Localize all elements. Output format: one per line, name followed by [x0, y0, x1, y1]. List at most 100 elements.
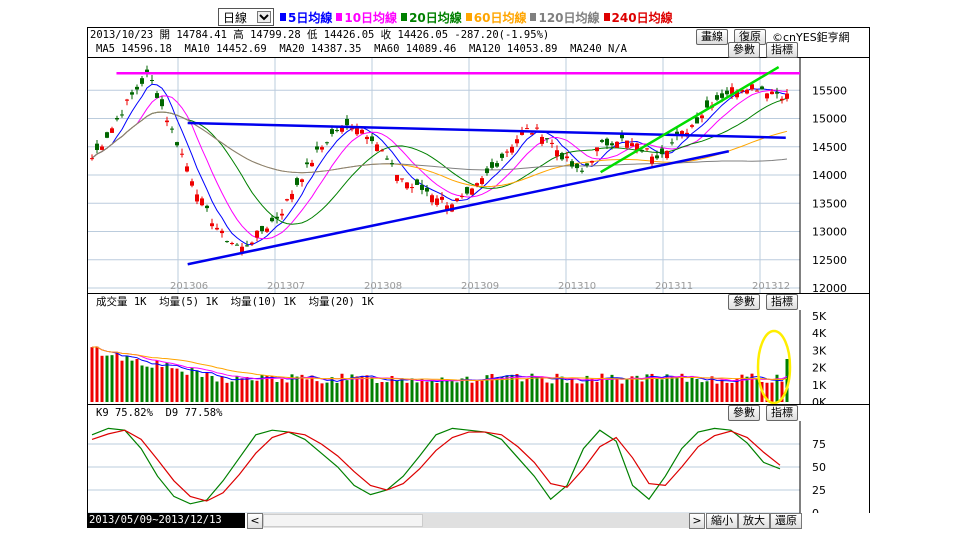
candle-body: [185, 166, 189, 172]
volume-bar: [310, 375, 314, 402]
candle-body: [155, 93, 159, 98]
volume-bar: [255, 380, 259, 402]
volume-bar: [175, 368, 179, 402]
candle-body: [615, 141, 619, 148]
volume-bar: [440, 377, 444, 402]
volume-bar: [135, 358, 139, 402]
volume-bar: [380, 381, 384, 402]
candle-body: [95, 143, 99, 150]
candle-body: [355, 128, 359, 135]
volume-bar: [155, 360, 159, 402]
scroll-left-button[interactable]: <: [247, 513, 263, 529]
zoom-out-button[interactable]: 縮小: [706, 513, 738, 529]
candle-body: [410, 187, 414, 189]
candle-body: [375, 144, 379, 152]
period-select-value: 日線: [223, 10, 248, 25]
volume-bar: [370, 376, 374, 402]
ma-legend-swatch: [530, 13, 537, 21]
candle-body: [640, 149, 644, 152]
x-tick-label: 201306: [170, 281, 208, 292]
ma-legend-item: 240日均線: [603, 9, 673, 26]
candle-body: [300, 179, 304, 182]
volume-bar: [540, 376, 544, 402]
ma-legend-item: 60日均線: [465, 9, 526, 26]
volume-bar: [495, 377, 499, 402]
volume-header: 成交量 1K 均量(5) 1K 均量(10) 1K 均量(20) 1K 參數 指…: [88, 294, 869, 310]
restore-view-button[interactable]: 還原: [770, 513, 802, 529]
volume-bar: [305, 379, 309, 402]
candle-body: [305, 162, 309, 165]
candle-body: [190, 181, 194, 186]
volume-bar: [120, 360, 124, 402]
volume-bar: [225, 382, 229, 402]
volume-bar: [550, 383, 554, 402]
candle-body: [290, 193, 294, 200]
candle-body: [105, 132, 109, 138]
volume-bar: [660, 379, 664, 402]
y-tick-label: 15500: [812, 84, 847, 97]
price-header: 2013/10/23 開 14784.41 高 14799.28 低 14426…: [88, 28, 869, 58]
candle-body: [545, 138, 549, 140]
volume-bar: [415, 382, 419, 402]
period-select[interactable]: 日線: [218, 8, 274, 26]
scroll-right-button[interactable]: >: [689, 513, 705, 529]
volume-bar: [735, 378, 739, 402]
candle-body: [230, 243, 234, 245]
volume-bar: [555, 373, 559, 402]
candle-body: [150, 79, 154, 81]
candle-body: [240, 246, 244, 254]
candle-body: [125, 99, 129, 101]
volume-chart: 0K 1K 2K 3K 4K 5K: [88, 310, 869, 404]
candle-body: [245, 245, 249, 247]
date-range: 2013/05/09~2013/12/13: [87, 513, 245, 528]
y-tick-label: 0K: [812, 396, 827, 404]
volume-bar: [360, 376, 364, 402]
volume-params-button[interactable]: 參數: [728, 294, 760, 310]
candle-body: [310, 162, 314, 167]
candle-body: [465, 187, 469, 194]
candle-body: [705, 100, 709, 108]
volume-bar: [365, 375, 369, 402]
candle-body: [495, 163, 499, 167]
volume-bar: [605, 379, 609, 402]
ma-legend-label: 5日均線: [288, 10, 333, 25]
candle-body: [445, 205, 449, 211]
volume-bar: [510, 374, 514, 402]
price-params-button[interactable]: 參數: [728, 42, 760, 58]
volume-bar: [520, 381, 524, 402]
candle-body: [430, 195, 434, 203]
volume-bar: [595, 382, 599, 402]
volume-bar: [215, 381, 219, 402]
candle-body: [110, 128, 114, 133]
candle-body: [570, 161, 574, 167]
candle-body: [565, 156, 569, 159]
candle-body: [365, 136, 369, 140]
volume-bar: [720, 379, 724, 402]
volume-indicator-button[interactable]: 指標: [766, 294, 798, 310]
candle-body: [170, 128, 174, 130]
x-tick-label: 201307: [267, 281, 305, 292]
candle-body: [195, 194, 199, 202]
y-tick-label: 5K: [812, 310, 827, 323]
candle-body: [295, 178, 299, 185]
candle-body: [250, 242, 254, 245]
volume-bar: [600, 373, 604, 402]
candle-body: [525, 128, 529, 130]
volume-bar: [130, 360, 134, 402]
candle-body: [510, 146, 514, 153]
zoom-in-button[interactable]: 放大: [738, 513, 770, 529]
candle-body: [665, 150, 669, 159]
candle-body: [720, 93, 724, 98]
volume-ma-line: [91, 346, 788, 382]
price-indicator-button[interactable]: 指標: [766, 42, 798, 58]
scrollbar-thumb[interactable]: [263, 514, 423, 527]
draw-line-button[interactable]: 畫線: [696, 29, 728, 45]
kd-indicator-button[interactable]: 指標: [766, 405, 798, 421]
kd-readout: K9 75.82% D9 77.58%: [96, 407, 223, 419]
volume-bar: [475, 380, 479, 402]
kd-params-button[interactable]: 參數: [728, 405, 760, 421]
volume-bar: [635, 375, 639, 402]
candle-body: [780, 98, 784, 101]
volume-bar: [485, 375, 489, 402]
ma-legend-swatch: [465, 13, 472, 21]
